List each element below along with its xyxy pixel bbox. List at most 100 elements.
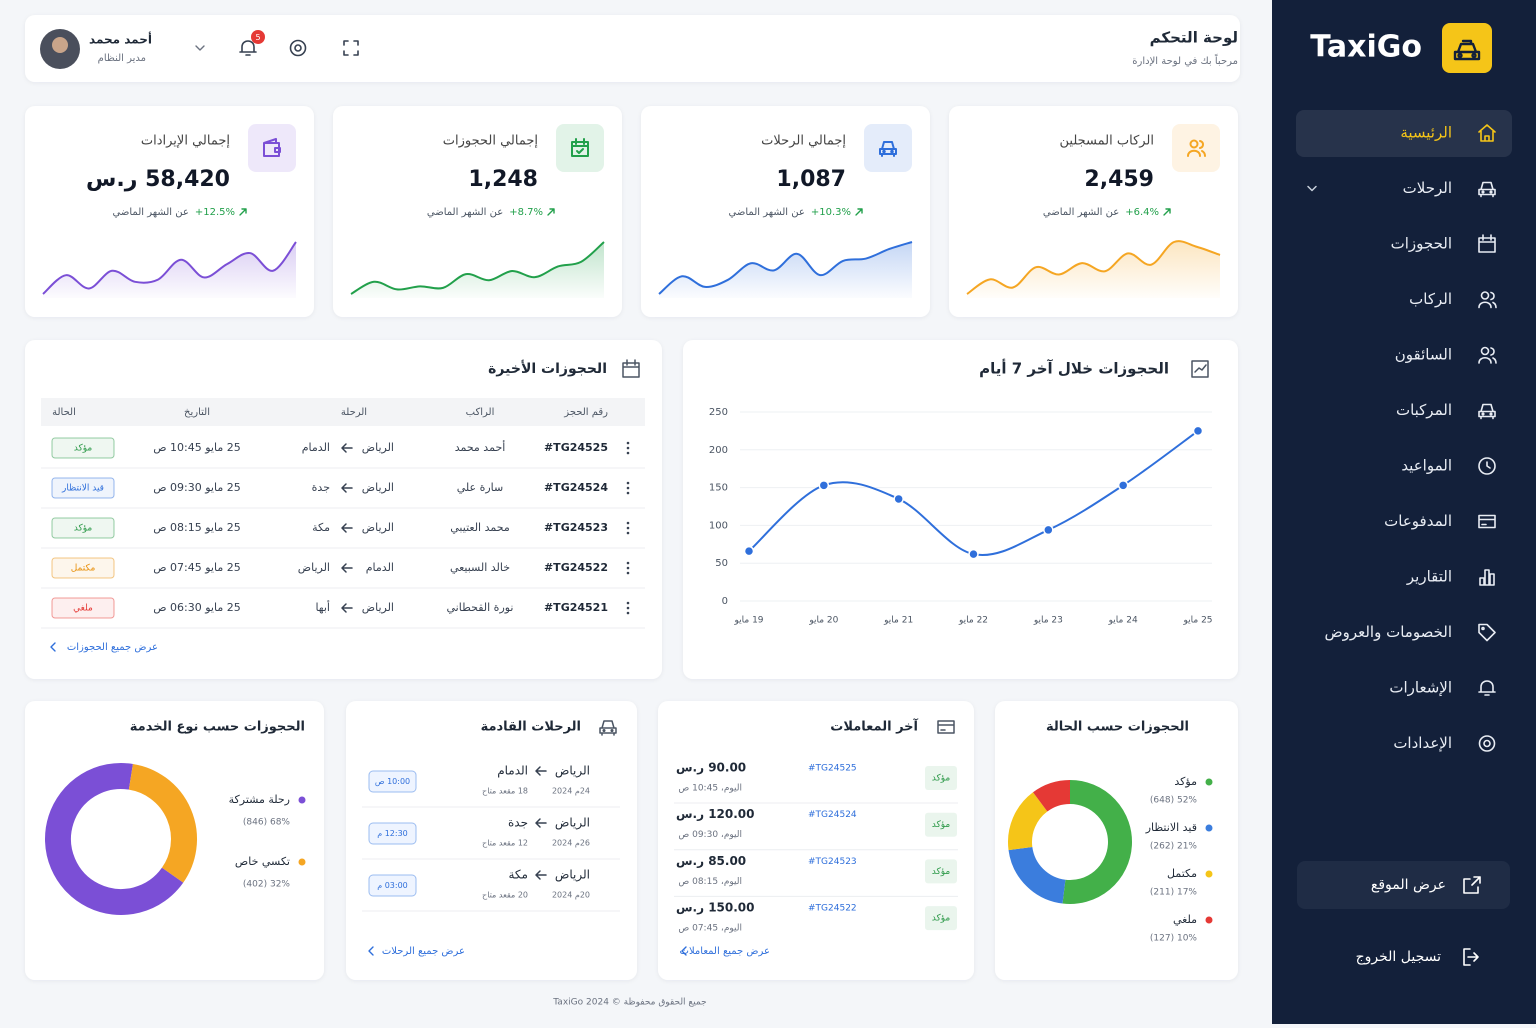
route-arrow bbox=[341, 563, 353, 573]
point bbox=[893, 493, 904, 505]
page-subtitle: مرحباً بك في لوحة الإدارة bbox=[1132, 53, 1238, 67]
seats: 12 مقعد متاح bbox=[482, 839, 528, 848]
view-all-link[interactable]: عرض جميع الرحلات bbox=[382, 946, 465, 957]
column-header: الحالة bbox=[52, 407, 76, 418]
row-menu-dot[interactable] bbox=[626, 491, 630, 495]
column-header: الرحلة bbox=[341, 407, 367, 418]
column-header: الراكب bbox=[466, 407, 495, 418]
brand-name: TaxiGo bbox=[1310, 30, 1422, 65]
row-menu-dot[interactable] bbox=[626, 486, 630, 490]
time-badge bbox=[368, 822, 417, 845]
x-tick-label: 25 مايو bbox=[1182, 616, 1212, 626]
menu-item[interactable]: المركبات bbox=[1396, 401, 1452, 419]
booking-date: 25 مايو 08:15 ص bbox=[153, 521, 240, 534]
route-from: الرياض bbox=[362, 601, 394, 614]
seats: 20 مقعد متاح bbox=[482, 891, 528, 900]
row-menu-dot[interactable] bbox=[626, 601, 630, 605]
stat-period: عن الشهر الماضي bbox=[427, 207, 503, 218]
menu-item[interactable]: التقارير bbox=[1406, 568, 1452, 586]
menu-item[interactable]: الإشعارات bbox=[1389, 679, 1452, 697]
chart-title: الحجوزات خلال آخر 7 أيام bbox=[979, 359, 1169, 378]
y-tick-label: 100 bbox=[709, 520, 728, 531]
legend-value: 17% (211) bbox=[1150, 888, 1198, 898]
legend-dot bbox=[298, 796, 306, 804]
view-site-button[interactable] bbox=[1297, 861, 1510, 909]
menu-icon bbox=[1478, 291, 1497, 309]
trend-arrow bbox=[239, 208, 247, 216]
menu-item[interactable]: السائقون bbox=[1395, 346, 1452, 364]
menu-item[interactable]: الركاب bbox=[1409, 290, 1452, 308]
menu-icon bbox=[1478, 680, 1496, 696]
fullscreen-icon bbox=[343, 40, 359, 56]
logout-label[interactable]: تسجيل الخروج bbox=[1356, 949, 1442, 965]
donut-segment bbox=[128, 763, 197, 883]
row-menu-dot[interactable] bbox=[626, 526, 630, 530]
passenger: محمد العتيبي bbox=[450, 521, 510, 534]
point bbox=[968, 548, 979, 560]
legend-label: رحلة مشتركة bbox=[229, 793, 290, 806]
icon bbox=[368, 946, 374, 956]
booking-id: #TG24522 bbox=[544, 561, 608, 574]
menu-item[interactable]: الرحلات bbox=[1403, 179, 1452, 197]
legend-value: 10% (127) bbox=[1150, 934, 1198, 944]
row-menu-dot[interactable] bbox=[626, 521, 630, 525]
passenger: أحمد محمد bbox=[455, 440, 506, 454]
row-menu-dot[interactable] bbox=[626, 446, 630, 450]
menu-item[interactable]: الحجوزات bbox=[1391, 235, 1452, 253]
trip-time: 10:00 ص bbox=[375, 777, 410, 786]
route-from: الرياض bbox=[555, 764, 590, 779]
donut-segment bbox=[1033, 780, 1071, 812]
point bbox=[1117, 480, 1129, 491]
legend-dot bbox=[1205, 824, 1213, 832]
stat-icon bbox=[879, 141, 897, 157]
route-arrow bbox=[535, 766, 547, 776]
route-to: الدمام bbox=[302, 441, 330, 454]
route-from: الرياض bbox=[362, 441, 394, 454]
booking-id: #TG24521 bbox=[544, 601, 608, 614]
menu-item[interactable]: الخصومات والعروض bbox=[1324, 623, 1452, 641]
transaction-time: اليوم، 08:15 ص bbox=[678, 877, 742, 887]
view-all-link[interactable]: عرض جميع الحجوزات bbox=[67, 642, 158, 653]
menu-item[interactable]: الإعدادات bbox=[1393, 734, 1452, 752]
row-menu-dot[interactable] bbox=[626, 481, 630, 485]
row-menu-dot[interactable] bbox=[626, 531, 630, 535]
menu-active-bg bbox=[1296, 110, 1512, 157]
menu-icon bbox=[1478, 514, 1496, 529]
menu-item[interactable]: الرئيسية bbox=[1400, 124, 1452, 142]
route-from: الرياض bbox=[555, 868, 590, 883]
legend-dot bbox=[1205, 916, 1213, 924]
footer: جميع الحقوق محفوظة © 2024 TaxiGo bbox=[552, 998, 706, 1008]
card bbox=[658, 701, 974, 980]
page-title: لوحة التحكم bbox=[1150, 29, 1238, 47]
row-menu-dot[interactable] bbox=[626, 451, 630, 455]
row-menu-dot[interactable] bbox=[626, 561, 630, 565]
stat-change: +12.5% bbox=[195, 207, 235, 218]
status-badge bbox=[51, 437, 115, 459]
view-all-link[interactable]: عرض جميع المعاملات bbox=[680, 946, 770, 957]
menu-icon bbox=[1478, 457, 1496, 475]
row-menu-dot[interactable] bbox=[626, 606, 630, 610]
x-tick-label: 19 مايو bbox=[733, 616, 763, 626]
settings-icon bbox=[289, 39, 307, 57]
menu-icon bbox=[1478, 124, 1496, 142]
transaction-time: اليوم، 07:45 ص bbox=[678, 924, 742, 934]
row-menu-dot[interactable] bbox=[626, 611, 630, 615]
status-label: قيد الانتظار bbox=[61, 484, 104, 494]
icon bbox=[681, 946, 687, 956]
menu-item[interactable]: المدفوعات bbox=[1384, 512, 1452, 530]
sidebar bbox=[1272, 0, 1536, 1024]
icon bbox=[599, 720, 617, 736]
row-menu-dot[interactable] bbox=[626, 571, 630, 575]
user-menu-chevron bbox=[195, 45, 205, 51]
menu-item[interactable]: المواعيد bbox=[1401, 457, 1452, 475]
status-badge bbox=[925, 906, 957, 931]
status-label: مؤكد bbox=[932, 914, 951, 924]
row-menu-dot[interactable] bbox=[626, 441, 630, 445]
view-site-label[interactable]: عرض الموقع bbox=[1371, 877, 1446, 893]
amount: 120.00 ر.س bbox=[676, 807, 755, 821]
stat-icon-bg bbox=[556, 124, 604, 172]
icon bbox=[1191, 360, 1209, 378]
row-menu-dot[interactable] bbox=[626, 566, 630, 570]
legend-dot bbox=[298, 858, 306, 866]
